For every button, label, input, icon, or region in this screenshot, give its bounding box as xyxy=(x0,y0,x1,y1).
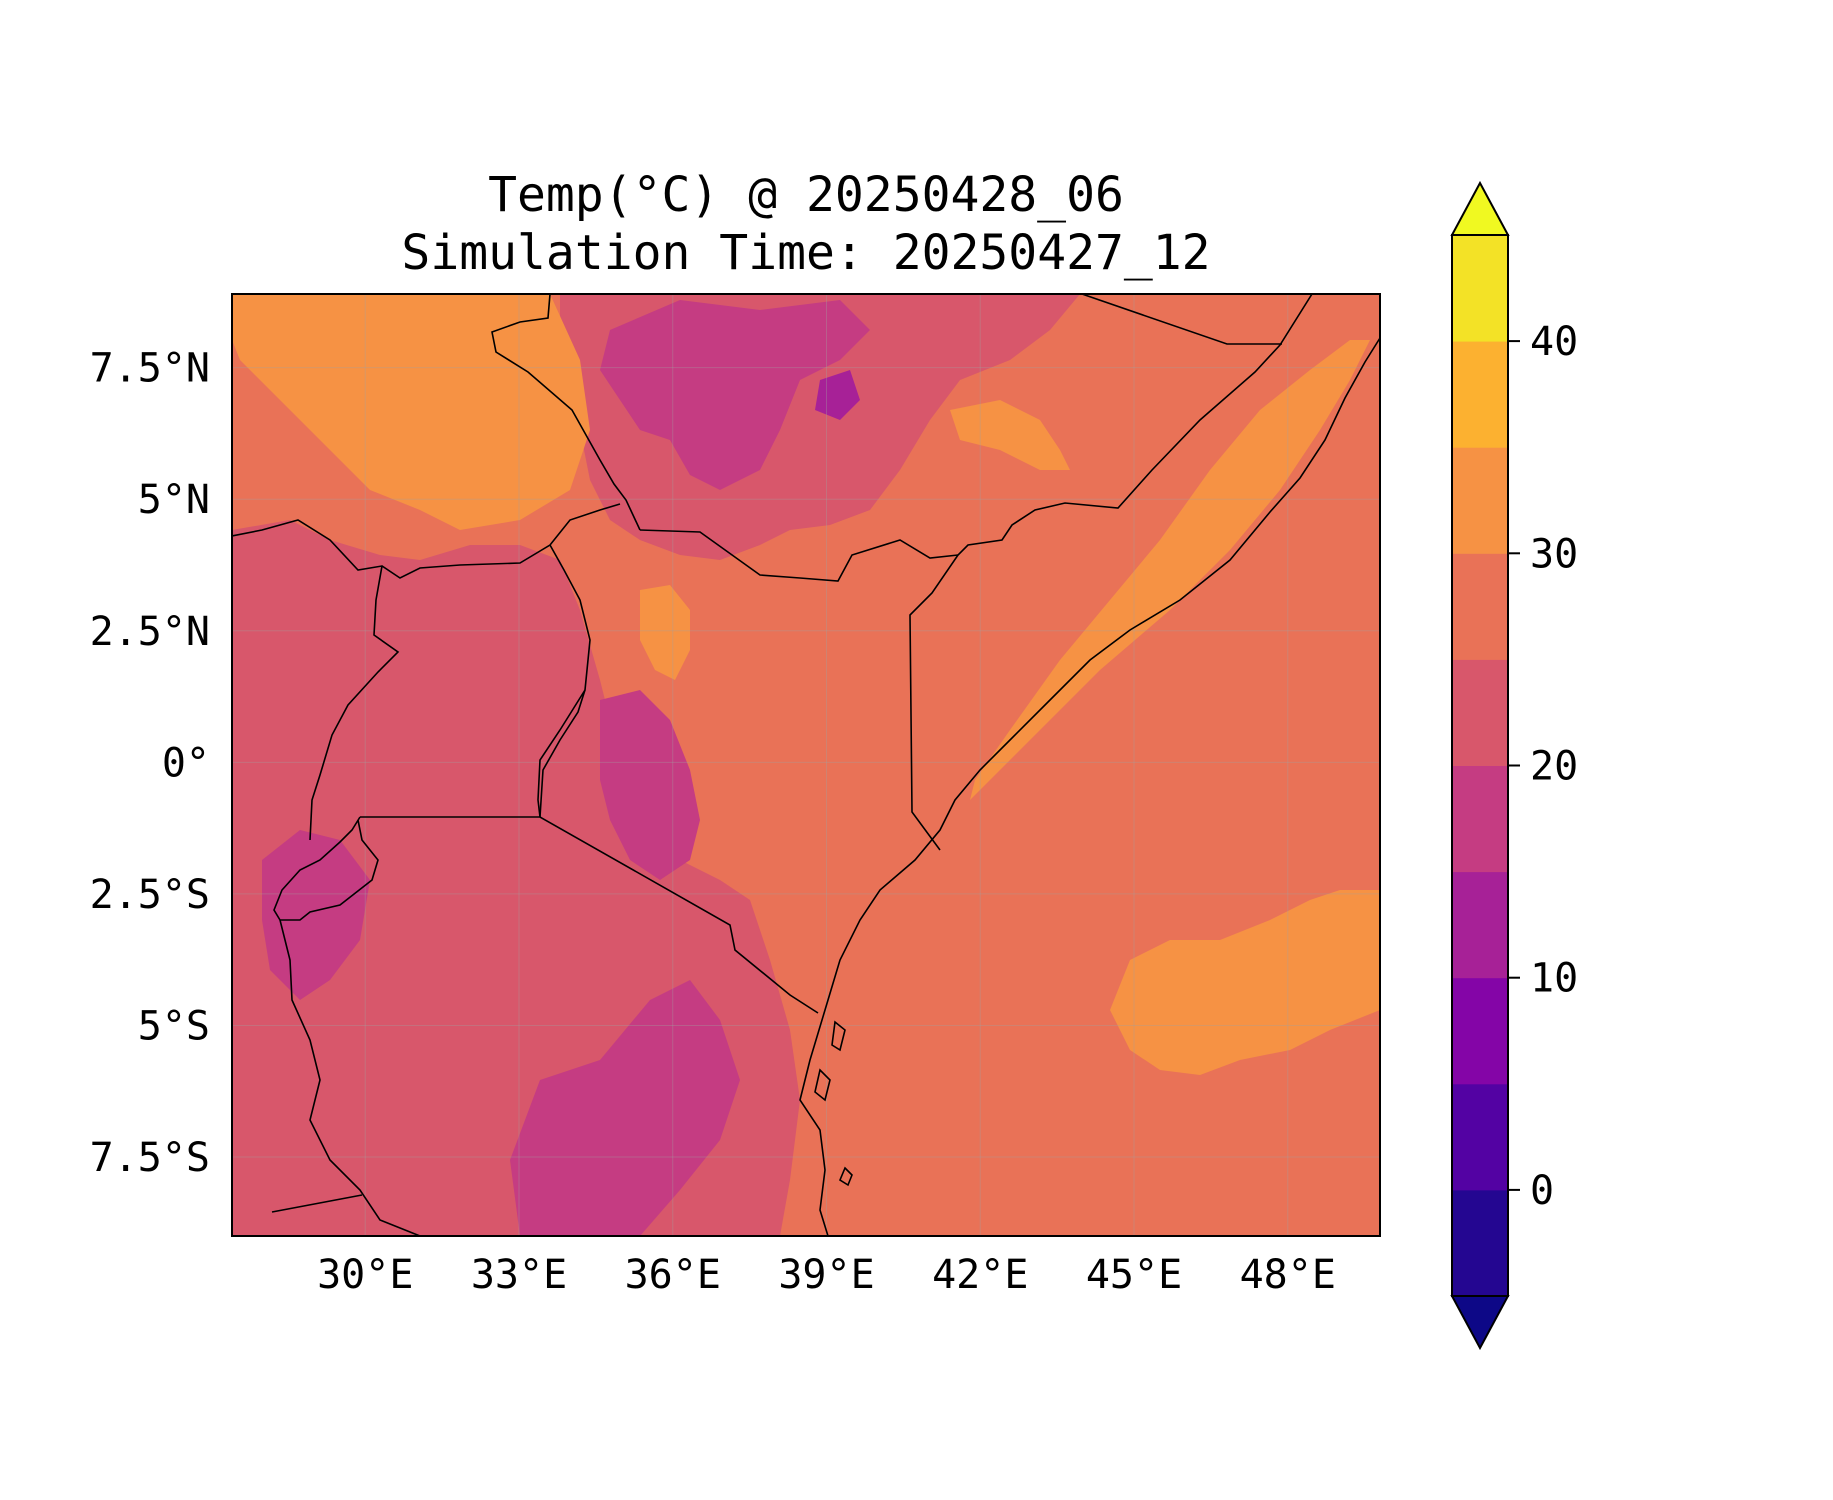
contour-30-35-ogaden xyxy=(950,400,1070,470)
colorbar-tick-label: 0 xyxy=(1530,1168,1554,1214)
gridlines xyxy=(232,294,1380,1236)
lat-tick-label: 0° xyxy=(162,740,210,786)
colorbar-tick-label: 40 xyxy=(1530,319,1578,365)
contour-15-20-tanzania xyxy=(510,980,740,1236)
colorbar-tick-label: 30 xyxy=(1530,531,1578,577)
colorbar-segment xyxy=(1452,1189,1508,1297)
coastline-east-africa xyxy=(799,337,1380,1236)
colorbar-segment xyxy=(1452,447,1508,554)
mafia-island xyxy=(814,1068,831,1102)
colorbar-under-triangle xyxy=(1450,1295,1510,1351)
colorbar-over-triangle xyxy=(1450,180,1510,236)
contour-30-35-turkana xyxy=(640,585,690,680)
border-zambia xyxy=(271,1194,363,1213)
border-ethiopia-somalia-north xyxy=(1081,294,1282,345)
border-kenya-ethiopia xyxy=(639,529,959,582)
country-borders xyxy=(232,294,1380,1236)
lon-tick-label: 33°E xyxy=(471,1252,567,1298)
zanzibar-island xyxy=(831,1020,846,1052)
longitude-ticks: 30°E 33°E 36°E 39°E 42°E 45°E 48°E xyxy=(317,1252,1336,1298)
pemba-island xyxy=(839,1166,853,1187)
colorbar-segment xyxy=(1452,659,1508,766)
colorbar-tick-label: 20 xyxy=(1530,744,1578,790)
latitude-ticks: 7.5°N 5°N 2.5°N 0° 2.5°S 5°S 7.5°S xyxy=(90,346,210,1181)
colorbar xyxy=(1450,180,1510,1351)
lat-tick-label: 2.5°N xyxy=(90,609,210,655)
lat-tick-label: 7.5°N xyxy=(90,346,210,392)
lake-victoria-outline xyxy=(539,689,586,818)
colorbar-segment xyxy=(1452,871,1508,979)
contour-30-35-ocean xyxy=(1110,890,1380,1075)
colorbar-segment xyxy=(1452,235,1508,342)
contour-30-35-somalia xyxy=(970,340,1370,800)
lon-tick-label: 36°E xyxy=(625,1252,721,1298)
border-south-sudan-uganda xyxy=(232,503,621,579)
colorbar-tick-label: 10 xyxy=(1530,956,1578,1002)
lat-tick-label: 5°S xyxy=(138,1003,210,1049)
contour-10-15-ethiopia xyxy=(815,370,860,420)
lon-tick-label: 30°E xyxy=(317,1252,413,1298)
lat-tick-label: 7.5°S xyxy=(90,1135,210,1181)
colorbar-segment xyxy=(1452,765,1508,873)
map-panel xyxy=(232,294,1380,1236)
lon-tick-label: 39°E xyxy=(778,1252,874,1298)
border-kenya-somalia xyxy=(909,294,1313,851)
lat-tick-label: 5°N xyxy=(138,477,210,523)
colorbar-segment xyxy=(1452,977,1508,1085)
lon-tick-label: 48°E xyxy=(1240,1252,1336,1298)
colorbar-segment xyxy=(1452,1083,1508,1191)
lon-tick-label: 42°E xyxy=(932,1252,1028,1298)
colorbar-ticks: 0 10 20 30 40 xyxy=(1508,319,1578,1214)
map-title-line1: Temp(°C) @ 20250428_06 xyxy=(488,167,1124,223)
border-lake-victoria-tanzania xyxy=(360,816,819,1014)
border-sudan-ethiopia xyxy=(491,294,641,531)
colorbar-segment xyxy=(1452,341,1508,448)
lat-tick-label: 2.5°S xyxy=(90,872,210,918)
border-uganda-drc xyxy=(309,565,400,841)
lon-tick-label: 45°E xyxy=(1086,1252,1182,1298)
contour-15-20-kenya xyxy=(600,690,700,880)
contour-15-20-ethiopia xyxy=(600,300,870,490)
map-title-line2: Simulation Time: 20250427_12 xyxy=(401,225,1210,281)
map-frame xyxy=(231,293,1381,1237)
colorbar-segment xyxy=(1452,553,1508,660)
border-tanzania-drc xyxy=(279,919,421,1236)
contour-30-35-sudan xyxy=(232,294,590,530)
